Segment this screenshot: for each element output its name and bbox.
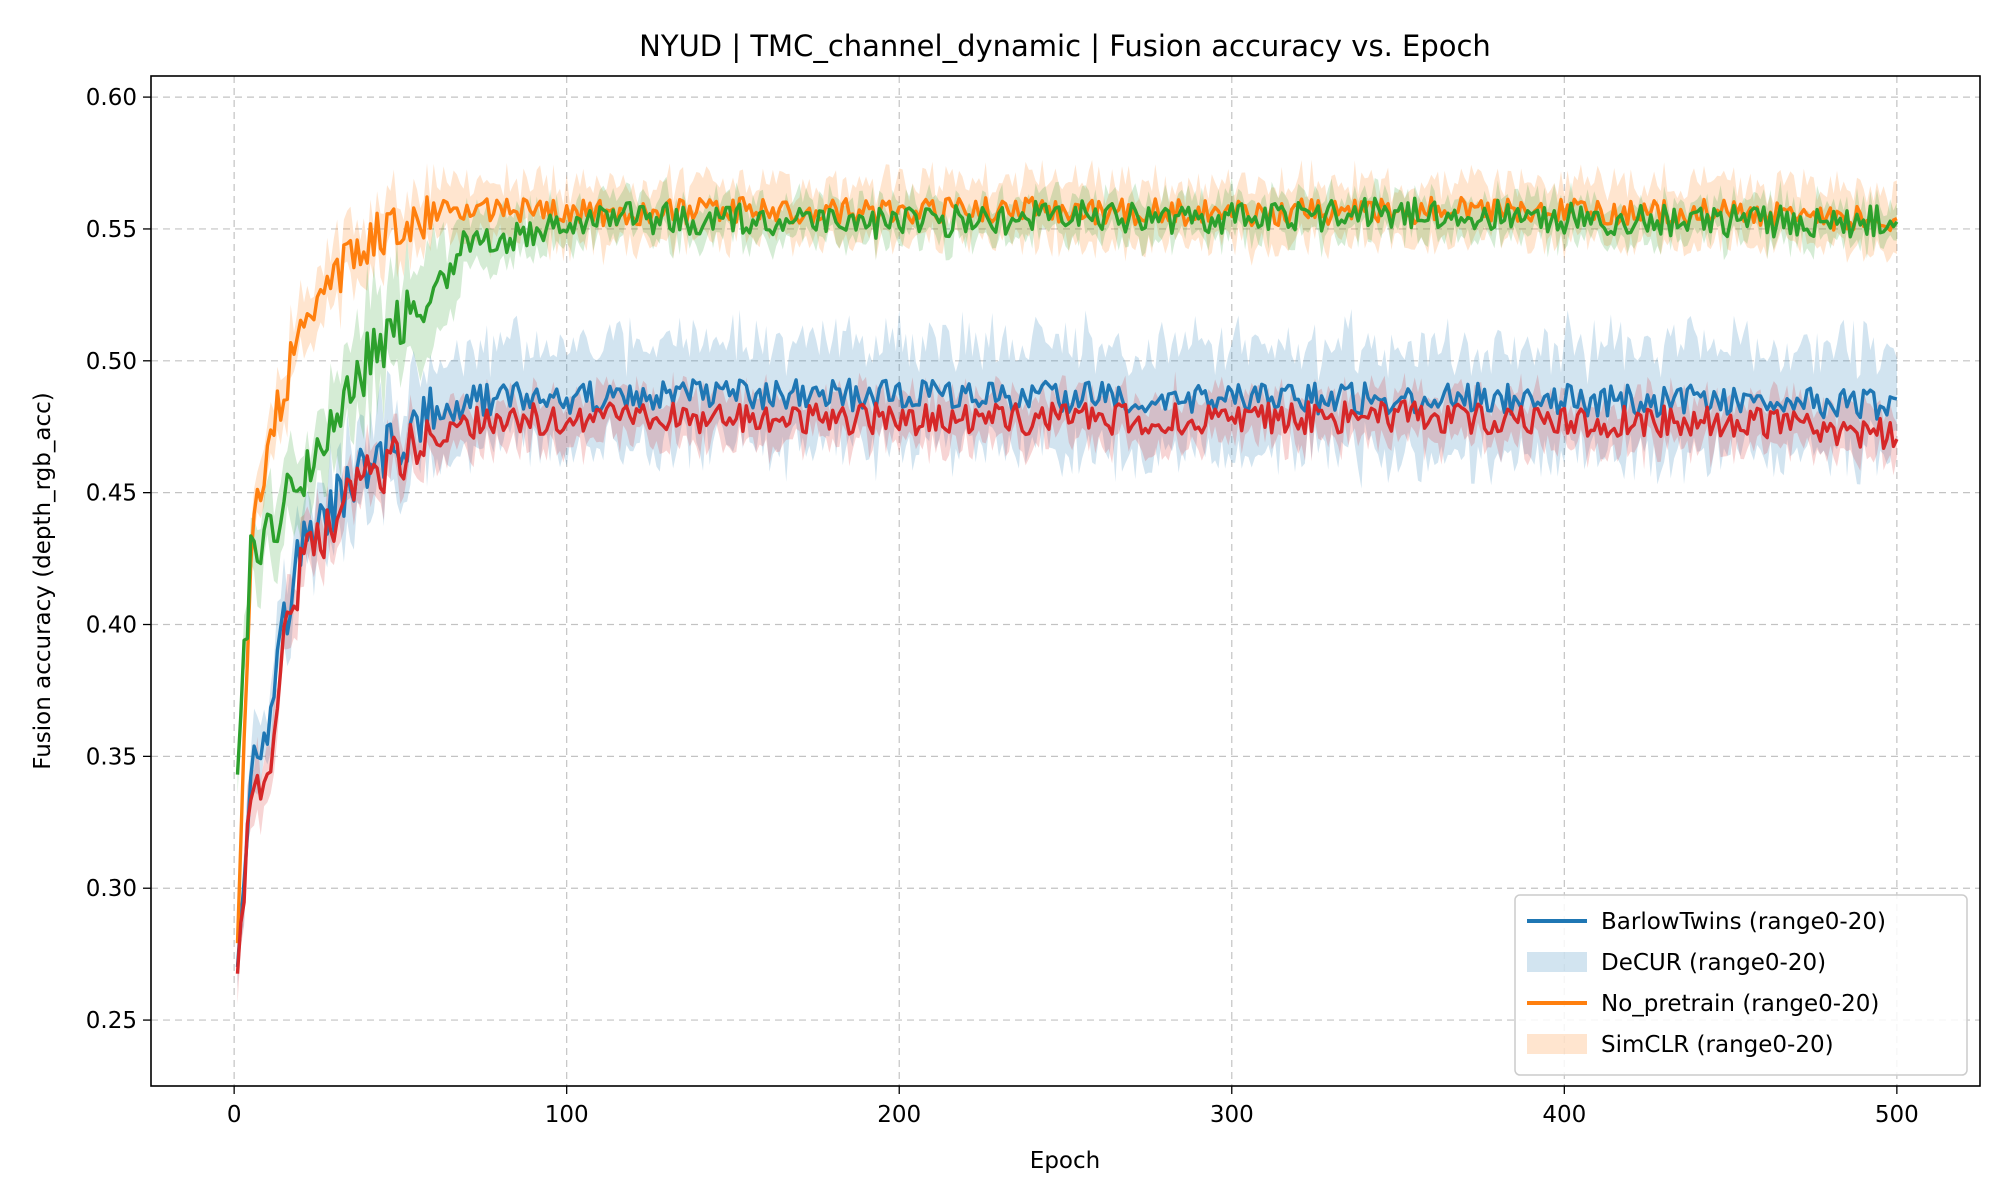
series-line [235, 196, 1899, 775]
series-band [237, 309, 1897, 989]
x-tick-label: 100 [545, 1102, 589, 1128]
y-tick-label: 0.40 [86, 613, 137, 639]
x-axis-ticks: 0 100 200 300 400 500 [227, 1086, 1919, 1128]
y-tick-label: 0.25 [86, 1008, 137, 1034]
y-tick-label: 0.45 [86, 481, 137, 507]
series-line [235, 399, 1899, 974]
plot-frame [150, 75, 1981, 1087]
y-tick-label: 0.30 [86, 876, 137, 902]
legend-label: SimCLR (range0-20) [1601, 1032, 1834, 1058]
series-line [235, 195, 1898, 944]
chart-title: NYUD | TMC_channel_dynamic | Fusion accu… [639, 29, 1491, 63]
y-tick-label: 0.50 [86, 349, 137, 375]
x-tick-label: 500 [1875, 1102, 1919, 1128]
legend-band-swatch [1527, 952, 1587, 972]
legend: BarlowTwins (range0-20) DeCUR (range0-20)… [1514, 894, 1968, 1076]
legend-label: DeCUR (range0-20) [1601, 950, 1826, 976]
y-tick-label: 0.55 [86, 217, 137, 243]
x-tick-label: 400 [1542, 1102, 1586, 1128]
y-axis-ticks: 0.25 0.30 0.35 0.40 0.45 0.50 0.55 0.60 [86, 85, 151, 1034]
legend-label: No_pretrain (range0-20) [1601, 991, 1879, 1017]
y-tick-label: 0.35 [86, 744, 137, 770]
x-tick-label: 0 [227, 1102, 242, 1128]
legend-label: BarlowTwins (range0-20) [1601, 909, 1886, 935]
legend-box [1514, 894, 1968, 1076]
y-axis-label: Fusion accuracy (depth_rgb_acc) [30, 392, 56, 770]
x-tick-label: 200 [877, 1102, 921, 1128]
x-axis-label: Epoch [1030, 1148, 1100, 1174]
grid [151, 76, 1980, 1086]
legend-band-swatch [1527, 1034, 1587, 1054]
series-band [237, 371, 1897, 1005]
x-tick-label: 300 [1210, 1102, 1254, 1128]
y-tick-label: 0.60 [86, 85, 137, 111]
series-lines [235, 195, 1899, 974]
series-line [235, 377, 1898, 968]
